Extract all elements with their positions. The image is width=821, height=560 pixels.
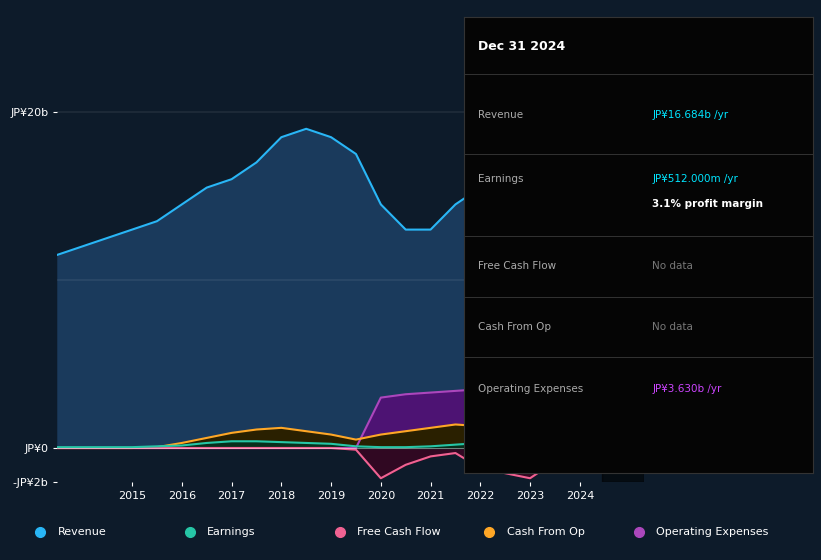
Text: JP¥16.684b /yr: JP¥16.684b /yr bbox=[653, 110, 728, 120]
Bar bbox=[602, 78, 644, 482]
Text: 3.1% profit margin: 3.1% profit margin bbox=[653, 199, 764, 209]
Text: Free Cash Flow: Free Cash Flow bbox=[478, 260, 556, 270]
Text: Dec 31 2024: Dec 31 2024 bbox=[478, 40, 565, 53]
Text: Cash From Op: Cash From Op bbox=[507, 527, 585, 537]
Text: JP¥512.000m /yr: JP¥512.000m /yr bbox=[653, 174, 738, 184]
Text: Revenue: Revenue bbox=[57, 527, 106, 537]
Text: No data: No data bbox=[653, 322, 693, 332]
Text: Operating Expenses: Operating Expenses bbox=[478, 384, 583, 394]
Text: Operating Expenses: Operating Expenses bbox=[657, 527, 768, 537]
Text: JP¥3.630b /yr: JP¥3.630b /yr bbox=[653, 384, 722, 394]
Text: Free Cash Flow: Free Cash Flow bbox=[357, 527, 441, 537]
Text: No data: No data bbox=[653, 260, 693, 270]
Text: Cash From Op: Cash From Op bbox=[478, 322, 551, 332]
Text: Earnings: Earnings bbox=[478, 174, 523, 184]
Text: Revenue: Revenue bbox=[478, 110, 523, 120]
Text: Earnings: Earnings bbox=[207, 527, 255, 537]
